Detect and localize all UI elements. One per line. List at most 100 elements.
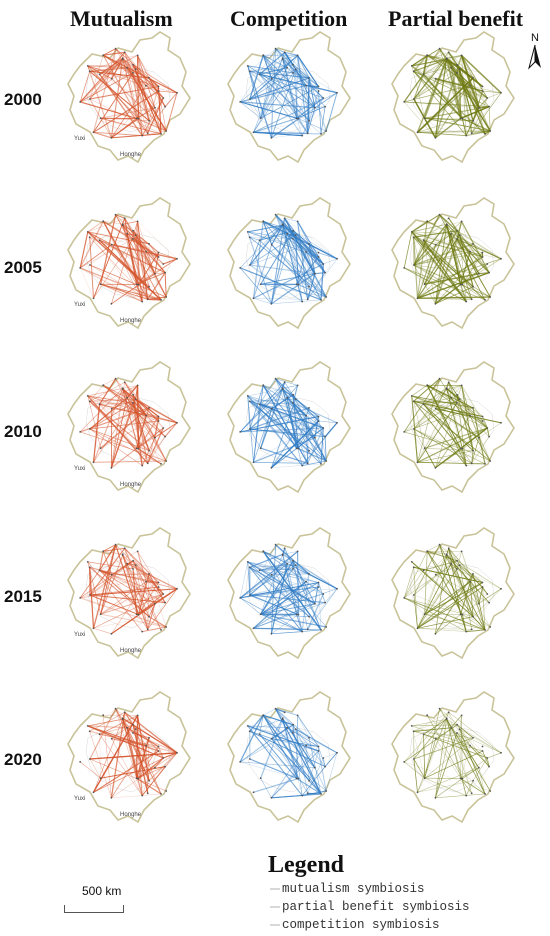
network-edge	[100, 613, 167, 628]
city-node	[114, 543, 117, 546]
network-edge	[240, 586, 319, 599]
city-node	[283, 217, 286, 220]
map-mutualism-2005: Yuxi Honghe	[58, 194, 198, 334]
network-edge	[411, 561, 467, 632]
network-edge	[126, 727, 140, 779]
network-edge	[249, 758, 297, 779]
network-edge	[446, 384, 462, 390]
city-node	[165, 790, 168, 792]
network-edge	[122, 554, 164, 595]
network-edge	[89, 264, 167, 298]
city-node	[481, 90, 484, 92]
network-edge	[462, 614, 491, 628]
network-edge	[137, 55, 156, 108]
network-edge	[262, 54, 309, 134]
city-node	[162, 593, 165, 595]
city-node	[486, 427, 489, 429]
network-edge	[259, 733, 272, 740]
city-node	[500, 751, 502, 754]
network-edge	[103, 378, 116, 386]
network-edge	[446, 225, 473, 300]
city-node	[447, 547, 450, 550]
network-edge	[435, 555, 447, 634]
city-node	[292, 568, 294, 570]
network-edge	[486, 427, 490, 437]
network-edge	[87, 65, 112, 80]
network-edge	[469, 745, 490, 767]
city-node	[301, 464, 304, 467]
network-edge	[427, 384, 452, 399]
city-node	[481, 586, 484, 588]
city-node	[89, 264, 91, 266]
city-node	[322, 97, 325, 99]
network-edge	[122, 389, 162, 464]
network-edge	[417, 586, 483, 629]
network-edge	[439, 708, 447, 720]
network-edge	[163, 752, 178, 759]
network-edge	[271, 244, 310, 288]
map-competition-2010	[218, 358, 358, 498]
city-node	[135, 283, 138, 286]
network-edge	[413, 382, 449, 430]
city-node	[481, 745, 484, 748]
network-edge	[141, 746, 159, 796]
city-node	[292, 72, 294, 74]
network-edge	[413, 734, 424, 760]
network-edge	[141, 251, 147, 302]
network-edge	[413, 758, 426, 779]
city-node	[134, 564, 137, 566]
network-edges	[403, 708, 502, 799]
network-edge	[435, 727, 452, 798]
network-edge	[135, 398, 178, 424]
network-edge	[413, 544, 440, 596]
network-edge	[282, 553, 338, 590]
city-node	[306, 628, 309, 631]
network-edge	[284, 382, 327, 462]
network-edge	[460, 757, 488, 779]
city-node	[486, 593, 489, 595]
network-edge	[403, 761, 425, 779]
city-node	[478, 766, 480, 769]
city-node	[461, 447, 464, 450]
network-edge	[260, 408, 273, 449]
network-edge	[89, 566, 178, 590]
network-edge	[253, 461, 308, 464]
network-edge	[249, 225, 283, 238]
network-edge	[262, 220, 307, 253]
network-edge	[271, 795, 303, 799]
network-edge	[413, 52, 450, 100]
network-edge	[459, 729, 471, 746]
network-edge	[100, 766, 166, 779]
network-edge	[122, 389, 149, 464]
city-node	[136, 220, 139, 223]
city-node	[110, 136, 113, 139]
network-edge	[122, 221, 138, 225]
network-edge	[89, 57, 123, 72]
city-node	[314, 272, 316, 275]
city-node	[136, 550, 139, 553]
city-node	[458, 68, 461, 70]
network-edge	[423, 387, 447, 405]
city-node	[292, 559, 294, 562]
network-edge	[471, 97, 488, 134]
network-edge	[292, 560, 316, 604]
city-node	[157, 745, 160, 748]
network-edge	[137, 252, 159, 285]
city-node	[294, 234, 297, 236]
sub-region-boundary	[245, 727, 331, 793]
network-edge	[424, 117, 491, 132]
region-boundary	[67, 31, 191, 164]
network-edge	[111, 560, 134, 576]
network-edge	[424, 447, 474, 452]
region-boundary	[67, 691, 191, 824]
network-edge	[318, 420, 338, 424]
network-edge	[111, 48, 117, 79]
network-edge	[147, 97, 164, 134]
city-node	[294, 398, 297, 400]
network-edge	[136, 284, 143, 302]
network-edge	[450, 397, 463, 449]
city-node	[89, 594, 91, 596]
network-edge	[314, 582, 319, 604]
network-edges	[79, 544, 178, 635]
network-edge	[411, 65, 425, 119]
